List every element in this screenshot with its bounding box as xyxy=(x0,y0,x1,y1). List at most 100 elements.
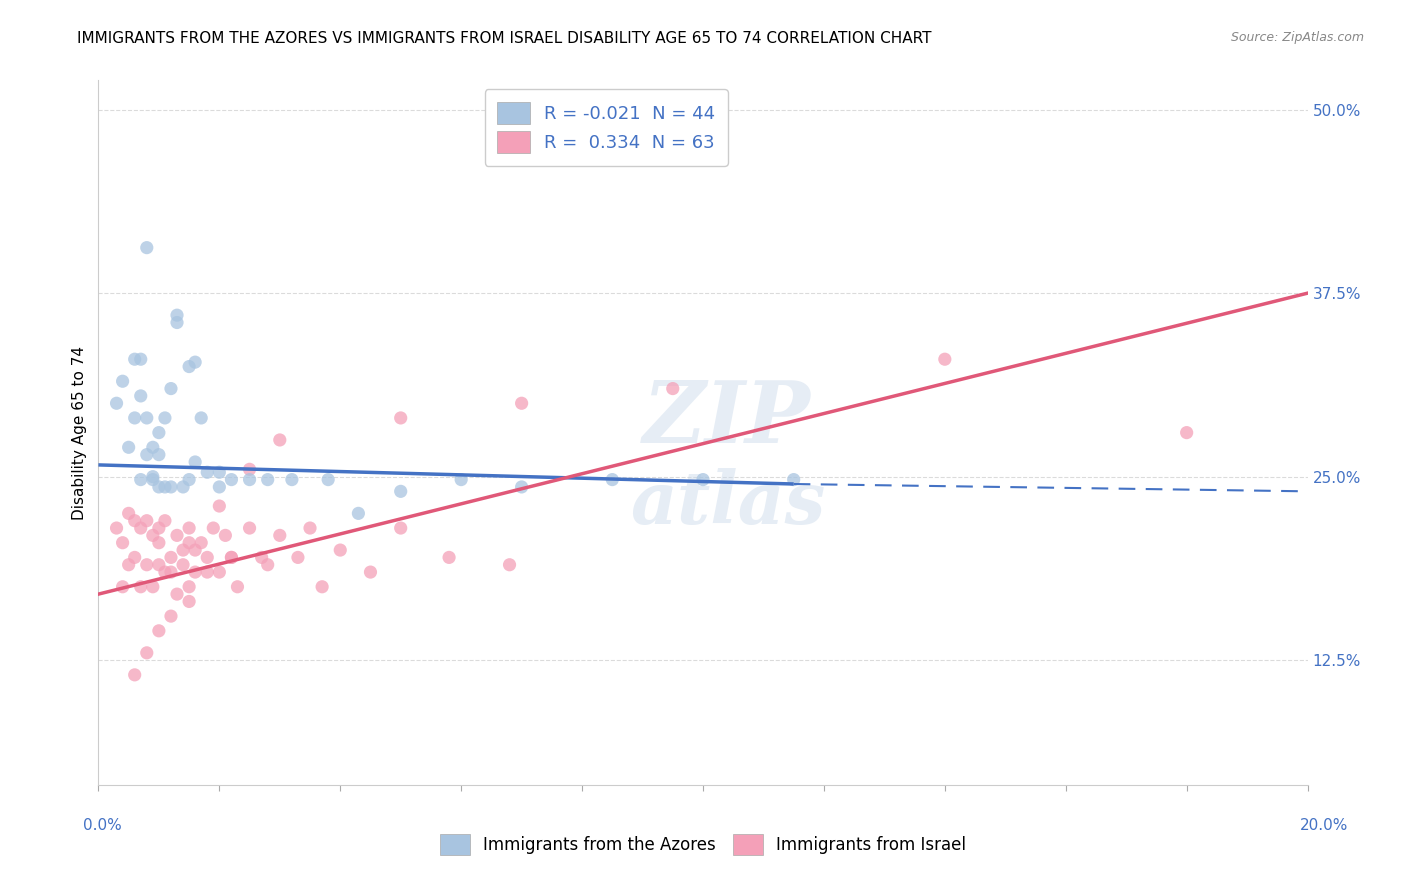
Text: atlas: atlas xyxy=(630,467,825,539)
Point xyxy=(195,550,218,565)
Point xyxy=(111,535,134,549)
Point xyxy=(269,433,291,447)
Point xyxy=(148,480,170,494)
Point xyxy=(190,411,212,425)
Point xyxy=(135,514,157,528)
Point xyxy=(316,473,339,487)
Point xyxy=(172,558,194,572)
Point xyxy=(105,396,128,410)
Point xyxy=(208,565,231,579)
Point xyxy=(661,382,683,396)
Point xyxy=(153,411,176,425)
Point xyxy=(166,316,188,330)
Point xyxy=(129,580,152,594)
Point xyxy=(124,514,146,528)
Point xyxy=(166,587,188,601)
Text: 0.0%: 0.0% xyxy=(83,818,122,832)
Point xyxy=(166,308,188,322)
Point xyxy=(166,528,188,542)
Text: IMMIGRANTS FROM THE AZORES VS IMMIGRANTS FROM ISRAEL DISABILITY AGE 65 TO 74 COR: IMMIGRANTS FROM THE AZORES VS IMMIGRANTS… xyxy=(77,31,932,46)
Point xyxy=(118,558,141,572)
Point xyxy=(179,594,201,608)
Point xyxy=(111,580,134,594)
Point xyxy=(184,355,207,369)
Point xyxy=(195,465,218,479)
Point xyxy=(389,411,412,425)
Point xyxy=(153,565,176,579)
Text: ZIP: ZIP xyxy=(644,376,811,460)
Point xyxy=(179,473,201,487)
Point xyxy=(129,473,152,487)
Point xyxy=(105,521,128,535)
Point xyxy=(148,425,170,440)
Point xyxy=(135,241,157,255)
Point xyxy=(160,609,183,624)
Point xyxy=(299,521,322,535)
Point xyxy=(148,558,170,572)
Point xyxy=(184,565,207,579)
Point xyxy=(148,535,170,549)
Point xyxy=(124,550,146,565)
Point xyxy=(360,565,382,579)
Point xyxy=(184,455,207,469)
Point xyxy=(389,521,412,535)
Point xyxy=(329,543,352,558)
Point xyxy=(195,565,218,579)
Point xyxy=(153,480,176,494)
Point xyxy=(142,469,165,483)
Point xyxy=(221,473,243,487)
Point xyxy=(190,535,212,549)
Point xyxy=(269,528,291,542)
Point xyxy=(256,558,278,572)
Point xyxy=(208,499,231,513)
Point xyxy=(208,480,231,494)
Point xyxy=(226,580,249,594)
Point xyxy=(135,558,157,572)
Point xyxy=(148,521,170,535)
Text: 20.0%: 20.0% xyxy=(1301,818,1348,832)
Point xyxy=(202,521,225,535)
Point xyxy=(783,473,806,487)
Point xyxy=(208,465,231,479)
Point xyxy=(692,473,714,487)
Point xyxy=(129,352,152,367)
Point xyxy=(172,480,194,494)
Legend: R = -0.021  N = 44, R =  0.334  N = 63: R = -0.021 N = 44, R = 0.334 N = 63 xyxy=(485,89,728,166)
Point xyxy=(1175,425,1198,440)
Y-axis label: Disability Age 65 to 74: Disability Age 65 to 74 xyxy=(72,345,87,520)
Point xyxy=(148,448,170,462)
Point xyxy=(250,550,273,565)
Point xyxy=(179,535,201,549)
Point xyxy=(142,580,165,594)
Point xyxy=(118,440,141,454)
Point xyxy=(221,550,243,565)
Point xyxy=(118,507,141,521)
Legend: Immigrants from the Azores, Immigrants from Israel: Immigrants from the Azores, Immigrants f… xyxy=(433,828,973,862)
Point xyxy=(437,550,460,565)
Point xyxy=(172,543,194,558)
Point xyxy=(129,521,152,535)
Point xyxy=(389,484,412,499)
Point xyxy=(287,550,309,565)
Point xyxy=(142,528,165,542)
Point xyxy=(160,565,183,579)
Point xyxy=(221,550,243,565)
Point xyxy=(602,473,624,487)
Point xyxy=(239,473,262,487)
Point xyxy=(129,389,152,403)
Point xyxy=(934,352,956,367)
Point xyxy=(179,580,201,594)
Point xyxy=(179,359,201,374)
Point xyxy=(135,448,157,462)
Point xyxy=(124,411,146,425)
Point xyxy=(135,646,157,660)
Point xyxy=(160,382,183,396)
Point xyxy=(498,558,520,572)
Point xyxy=(153,514,176,528)
Point xyxy=(510,480,533,494)
Point xyxy=(311,580,333,594)
Point xyxy=(124,668,146,682)
Point xyxy=(256,473,278,487)
Point xyxy=(135,411,157,425)
Point xyxy=(124,352,146,367)
